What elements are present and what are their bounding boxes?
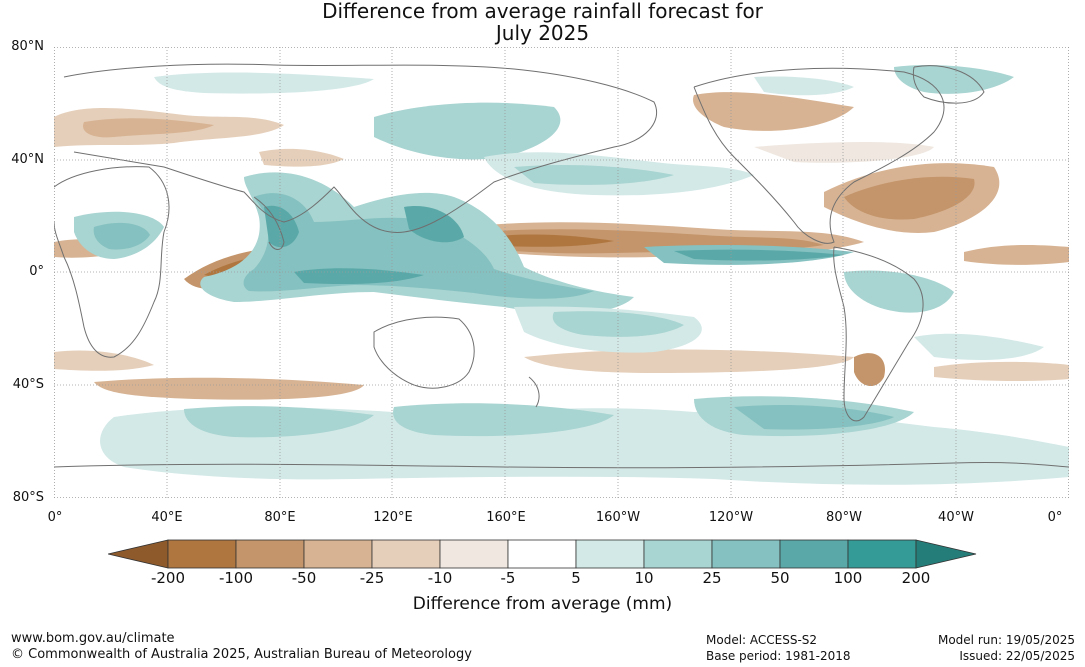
legend-tick: -25	[347, 569, 397, 587]
legend-tick: 10	[619, 569, 669, 587]
legend-swatch	[168, 540, 236, 568]
footer-copyright: © Commonwealth of Australia 2025, Austra…	[11, 647, 472, 663]
lat-label-40s: 40°S	[0, 378, 44, 392]
legend-tick: 50	[755, 569, 805, 587]
footer-url: www.bom.gov.au/climate	[11, 631, 175, 647]
lon-label-0-east: 0°	[1025, 511, 1085, 525]
legend-swatch	[780, 540, 848, 568]
legend-tick: -100	[211, 569, 261, 587]
legend-swatch	[304, 540, 372, 568]
lon-label-80e: 80°E	[250, 511, 310, 525]
title-line-1: Difference from average rainfall forecas…	[0, 0, 1085, 22]
lat-label-80s: 80°S	[0, 491, 44, 505]
legend-swatch	[236, 540, 304, 568]
footer-base-period: Base period: 1981-2018	[706, 648, 851, 664]
legend-tick: 200	[891, 569, 941, 587]
lon-label-120e: 120°E	[363, 511, 423, 525]
map-title: Difference from average rainfall forecas…	[0, 0, 1085, 44]
legend-tick: -10	[415, 569, 465, 587]
footer-model: Model: ACCESS-S2	[706, 632, 817, 648]
legend-tick: -50	[279, 569, 329, 587]
title-line-2: July 2025	[0, 22, 1085, 44]
lon-label-0-west: 0°	[25, 511, 85, 525]
lon-label-120w: 120°W	[701, 511, 761, 525]
legend-swatch	[440, 540, 508, 568]
lon-label-160e: 160°E	[476, 511, 536, 525]
legend-tick: 25	[687, 569, 737, 587]
legend-swatch	[576, 540, 644, 568]
legend-tick: 5	[551, 569, 601, 587]
legend-swatch	[644, 540, 712, 568]
legend-title: Difference from average (mm)	[0, 594, 1085, 614]
legend-tick: -5	[483, 569, 533, 587]
legend-swatch	[712, 540, 780, 568]
legend-tick: -200	[143, 569, 193, 587]
legend-low-extension	[108, 540, 168, 568]
lat-label-80n: 80°N	[0, 40, 44, 54]
lat-label-40n: 40°N	[0, 153, 44, 167]
footer-model-run: Model run: 19/05/2025	[938, 632, 1075, 648]
footer-issued: Issued: 22/05/2025	[959, 648, 1075, 664]
lon-label-160w: 160°W	[588, 511, 648, 525]
legend-swatch	[848, 540, 916, 568]
legend-colorbar	[108, 539, 978, 569]
lon-label-40e: 40°E	[137, 511, 197, 525]
legend-tick: 100	[823, 569, 873, 587]
lon-label-80w: 80°W	[814, 511, 874, 525]
lon-label-40w: 40°W	[926, 511, 986, 525]
legend-swatch	[508, 540, 576, 568]
lat-label-0: 0°	[0, 265, 44, 279]
legend-high-extension	[916, 540, 976, 568]
legend-swatch	[372, 540, 440, 568]
rainfall-anomaly-map	[54, 47, 1069, 498]
